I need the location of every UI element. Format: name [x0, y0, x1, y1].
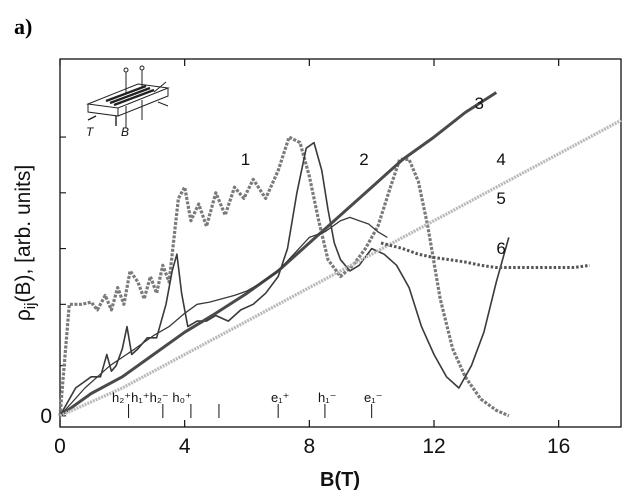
inset-leads	[153, 81, 169, 107]
series-line-1	[58, 135, 510, 418]
axes: 0 4 8 12 160	[40, 59, 570, 458]
panel-label: a)	[14, 14, 32, 39]
level-label-e1plus: e₁⁺	[271, 390, 289, 405]
series-line-3	[59, 91, 498, 418]
series-label-6: 6	[496, 239, 505, 258]
x-tick-label: 4	[179, 435, 191, 458]
inset-label-T: T	[86, 125, 95, 139]
x-tick-label: 12	[422, 435, 445, 458]
inset-bar-side	[117, 88, 169, 117]
series-label-2: 2	[359, 150, 368, 169]
y-axis-title-rest: (B), [arb. units]	[12, 165, 35, 303]
inset-device-schematic: T B	[86, 65, 170, 139]
series-layer: 1 2 3 4 5 6	[58, 91, 622, 418]
level-label-group-h: h₂⁺h₁⁺h₂⁻ h₀⁺	[112, 390, 192, 405]
inset-bar-front	[87, 104, 119, 117]
x-tick-label: 0	[54, 435, 66, 458]
inset-contacts	[125, 70, 143, 128]
level-markers	[128, 404, 373, 418]
y-axis-title: ρij(B), [arb. units]	[12, 165, 39, 321]
inset-label-B: B	[121, 125, 129, 139]
x-tick-label: 8	[303, 435, 315, 458]
level-label-h1minus: h₁⁻	[318, 390, 336, 405]
inset-contact-dot	[123, 67, 129, 73]
series-label-4: 4	[496, 150, 505, 169]
series-label-1: 1	[241, 150, 250, 169]
x-axis-title: B(T)	[320, 469, 360, 491]
level-label-e1minus: e₁⁻	[364, 390, 382, 405]
plot-frame	[59, 58, 622, 428]
y-axis-title-sub: ij	[22, 303, 39, 310]
series-line-5	[59, 118, 622, 418]
x-tick-label: 16	[547, 435, 570, 458]
series-line-4	[59, 216, 388, 417]
inset-current-arrow	[87, 115, 97, 121]
y-axis-title-main: ρ	[12, 309, 35, 321]
series-line-6	[380, 241, 591, 269]
series-line-2	[59, 141, 510, 417]
series-label-3: 3	[475, 94, 484, 113]
inset-contact-dot	[139, 65, 145, 71]
inset-gate-stripes	[105, 84, 155, 107]
series-label-5: 5	[496, 189, 505, 208]
y-tick-label: 0	[40, 405, 52, 428]
